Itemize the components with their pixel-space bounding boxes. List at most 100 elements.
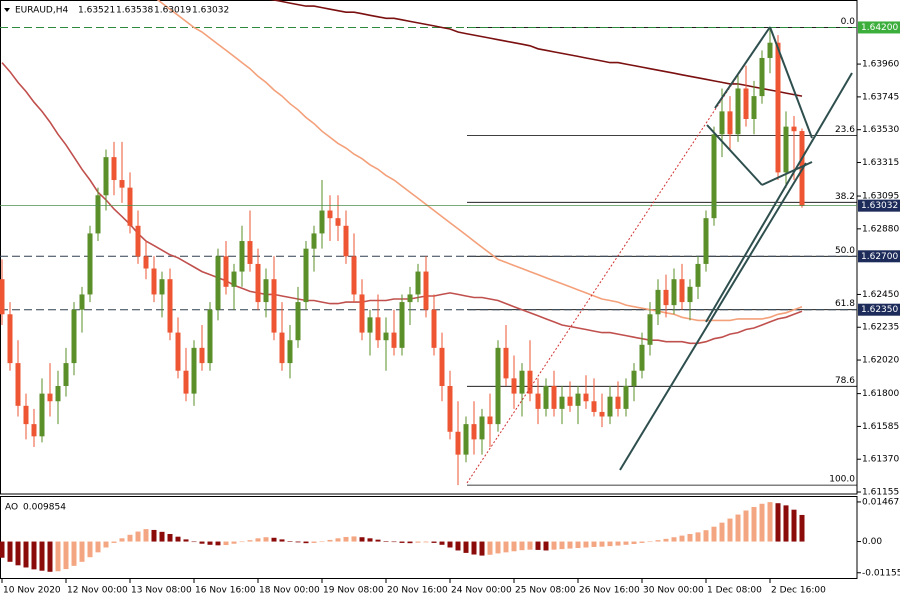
ao-bar <box>207 541 213 545</box>
symbol: EURAUD,H4 <box>15 6 68 16</box>
ao-bar <box>0 541 5 558</box>
x-tick-label: 13 Nov 08:00 <box>131 586 192 596</box>
ao-bar <box>463 541 469 553</box>
ao-bar <box>215 541 221 546</box>
ao-bar <box>39 541 45 571</box>
y-tick-label: 1.62235 <box>862 323 899 333</box>
ao-bar <box>631 541 637 544</box>
ao-bar <box>575 541 581 549</box>
trendlines <box>619 26 853 471</box>
ao-bar <box>535 541 541 550</box>
ao-bar <box>239 541 245 543</box>
candle-body <box>655 289 661 315</box>
candle-body <box>719 111 725 135</box>
ao-bar <box>719 522 725 542</box>
ao-bar <box>343 536 349 542</box>
ao-bar <box>751 506 757 542</box>
candle-body <box>703 218 709 264</box>
ao-bar <box>671 537 677 542</box>
ao-bar <box>415 541 421 543</box>
candle-body <box>663 289 669 306</box>
ao-bar <box>607 541 613 547</box>
candle-body <box>751 96 757 119</box>
ao-bar <box>183 539 189 542</box>
candle-body <box>439 347 445 386</box>
candle-body <box>343 225 349 257</box>
ao-bar <box>63 541 69 570</box>
trendline <box>619 162 807 471</box>
ao-bar <box>583 541 589 548</box>
ao-bar <box>479 541 485 556</box>
ao-tick-label: -0.011557 <box>862 568 900 578</box>
ao-name: AO <box>5 503 18 513</box>
ao-bar <box>743 510 749 542</box>
ao-bar <box>23 541 29 568</box>
ao-tick-label: 0.00 <box>862 537 882 547</box>
ao-bar <box>599 541 605 547</box>
ao-bar <box>471 541 477 555</box>
candle-body <box>71 309 77 364</box>
candle-body <box>0 279 5 315</box>
candle-body <box>351 256 357 295</box>
ao-bar <box>319 541 325 543</box>
x-tick-label: 20 Nov 16:00 <box>387 586 448 596</box>
ao-bar <box>135 531 141 542</box>
ao-bar <box>231 541 237 544</box>
candle-body <box>223 256 229 287</box>
moving-average <box>269 0 803 97</box>
candle-body <box>519 370 525 394</box>
candle-body <box>423 271 429 310</box>
ao-bar <box>663 538 669 542</box>
candle-body <box>111 157 117 181</box>
ao-bar <box>111 541 117 543</box>
candle-body <box>743 88 749 119</box>
low: 1.63019 <box>154 6 191 16</box>
open: 1.63521 <box>78 6 115 16</box>
ao-bar <box>703 530 709 542</box>
candle-body <box>143 256 149 269</box>
candle-body <box>279 332 285 364</box>
x-tick-label: 1 Dec 08:00 <box>707 586 762 596</box>
candle-body <box>639 344 645 371</box>
candle-body <box>295 302 301 341</box>
x-tick-label: 10 Nov 2020 <box>3 586 61 596</box>
candle-body <box>15 363 21 406</box>
candle-body <box>415 271 421 295</box>
ao-bar <box>687 533 693 542</box>
candle-body <box>527 370 533 394</box>
ao-value: 0.009854 <box>23 503 66 513</box>
ao-bar <box>143 529 149 542</box>
candle-body <box>247 241 253 264</box>
candle-body <box>335 218 341 226</box>
fib-label: 38.2 <box>835 192 855 202</box>
close: 1.63032 <box>192 6 229 16</box>
ao-bar <box>351 536 357 542</box>
candle-body <box>375 317 381 341</box>
trendline <box>705 72 853 323</box>
candle-body <box>495 347 501 425</box>
y-tick-label: 1.61800 <box>862 389 899 399</box>
candle-body <box>727 111 733 135</box>
y-tick-label: 1.62020 <box>862 356 899 366</box>
candle-body <box>767 42 773 58</box>
candle-body <box>319 210 325 234</box>
candle-body <box>367 317 373 333</box>
y-tick-label: 1.63530 <box>862 125 899 135</box>
candle-body <box>607 396 613 417</box>
ao-bar <box>567 541 573 549</box>
candle-body <box>775 42 781 173</box>
ao-bar <box>511 541 517 552</box>
ao-bar <box>263 537 269 542</box>
ao-bar <box>623 541 629 545</box>
fib-label: 50.0 <box>835 246 855 256</box>
candle-body <box>127 187 133 226</box>
x-tick-label: 2 Dec 16:00 <box>771 586 826 596</box>
y-tick-label: 1.61585 <box>862 422 899 432</box>
fib-label: 23.6 <box>835 125 855 135</box>
candle-body <box>79 294 85 310</box>
ao-bar <box>279 539 285 542</box>
candle-body <box>199 347 205 364</box>
candle-body <box>183 370 189 394</box>
candle-body <box>487 416 493 425</box>
